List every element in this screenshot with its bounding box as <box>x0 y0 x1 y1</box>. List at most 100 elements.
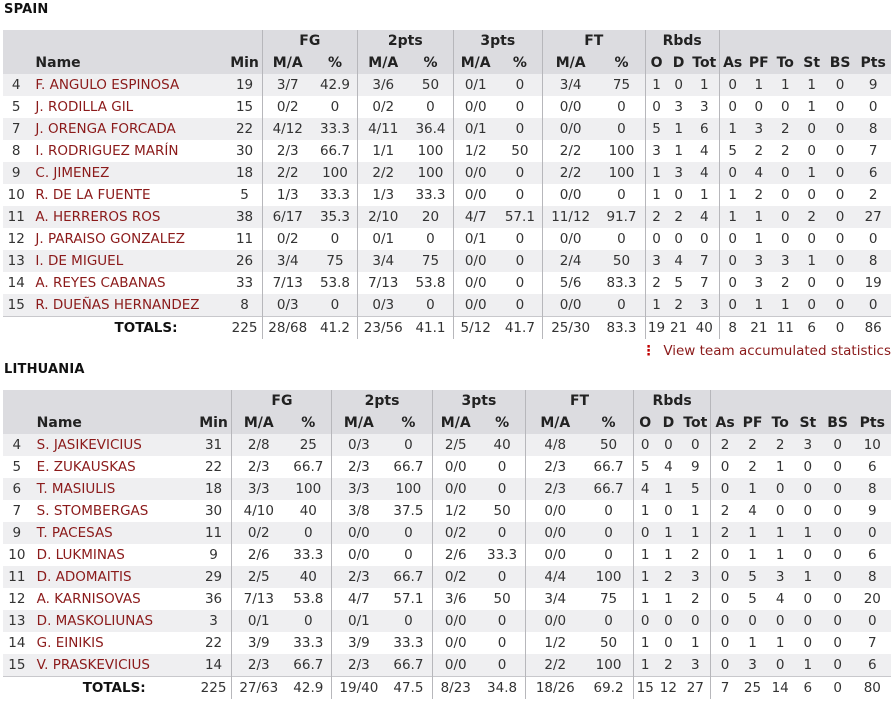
header-col-bs[interactable]: BS <box>821 412 854 434</box>
header-col--[interactable]: % <box>497 52 543 74</box>
player-name-link[interactable]: V. PRASKEVICIUS <box>30 654 196 677</box>
header-col-st[interactable]: St <box>794 412 822 434</box>
player-name-link[interactable]: F. ANGULO ESPINOSA <box>29 74 228 96</box>
header-col-m-a[interactable]: M/A <box>431 412 479 434</box>
player-name-link[interactable]: S. STOMBERGAS <box>30 500 196 522</box>
header-col-m-a[interactable]: M/A <box>357 52 409 74</box>
player-name-link[interactable]: A. KARNISOVAS <box>30 588 196 610</box>
stat-cell: 0 <box>824 228 856 250</box>
stat-cell: 0 <box>824 272 856 294</box>
header-col-pts[interactable]: Pts <box>853 412 891 434</box>
player-name-link[interactable]: J. PARAISO GONZALEZ <box>29 228 228 250</box>
player-name-link[interactable]: S. JASIKEVICIUS <box>30 434 196 456</box>
player-row: 7 S. STOMBERGAS 30 4/10 40 3/8 37.5 1/2 50 0/0 0 1 0… <box>3 500 891 522</box>
stat-cell: 0 <box>584 522 634 544</box>
header-col-to[interactable]: To <box>772 52 799 74</box>
stat-cell: 0/0 <box>431 478 479 500</box>
stat-cell: 42.9 <box>312 74 358 96</box>
header-col-min[interactable]: Min <box>227 52 263 74</box>
header-col-pf[interactable]: PF <box>738 412 767 434</box>
player-name-link[interactable]: J. RODILLA GIL <box>29 96 228 118</box>
player-row: 15 V. PRASKEVICIUS 14 2/3 66.7 2/3 66.7 0/0 0 2/2… <box>3 654 891 677</box>
player-name-link[interactable]: T. MASIULIS <box>30 478 196 500</box>
stat-cell: 8 <box>227 294 263 317</box>
stat-cell: 0 <box>821 610 854 632</box>
header-col--[interactable]: % <box>584 412 634 434</box>
stat-cell: 2 <box>745 184 773 206</box>
totals-cell: 27 <box>680 676 711 699</box>
stat-cell: 0 <box>718 228 746 250</box>
player-name-link[interactable]: I. DE MIGUEL <box>29 250 228 272</box>
header-col-name[interactable]: Name <box>30 412 196 434</box>
header-col-m-a[interactable]: M/A <box>452 52 498 74</box>
stat-cell: 0/0 <box>541 184 599 206</box>
header-col-m-a[interactable]: M/A <box>261 52 313 74</box>
player-number: 9 <box>3 162 30 184</box>
header-col-m-a[interactable]: M/A <box>525 412 585 434</box>
stat-cell: 2 <box>710 500 739 522</box>
player-name-link[interactable]: D. LUKMINAS <box>30 544 196 566</box>
player-name-link[interactable]: C. JIMENEZ <box>29 162 228 184</box>
header-col--[interactable]: % <box>478 412 526 434</box>
totals-cell: 6 <box>794 676 822 699</box>
header-col--[interactable]: % <box>312 52 358 74</box>
header-col-as[interactable]: As <box>718 52 746 74</box>
stat-cell: 0/2 <box>357 96 409 118</box>
header-col-d[interactable]: D <box>667 52 690 74</box>
player-name-link[interactable]: I. RODRIGUEZ MARÍN <box>29 140 228 162</box>
stat-cell: 2 <box>738 434 767 456</box>
player-name-link[interactable]: G. EINIKIS <box>30 632 196 654</box>
player-name-link[interactable]: J. ORENGA FORCADA <box>29 118 228 140</box>
player-name-link[interactable]: A. HERREROS ROS <box>29 206 228 228</box>
stat-cell: 1 <box>644 74 668 96</box>
player-name-link[interactable]: R. DUEÑAS HERNANDEZ <box>29 294 228 317</box>
header-col--[interactable]: % <box>285 412 332 434</box>
header-col-to[interactable]: To <box>766 412 794 434</box>
player-name-link[interactable]: R. DE LA FUENTE <box>29 184 228 206</box>
stat-cell: 11 <box>195 522 232 544</box>
stat-cell: 1 <box>738 478 767 500</box>
header-col-bs[interactable]: BS <box>824 52 856 74</box>
stat-cell: 0 <box>821 588 854 610</box>
player-name-link[interactable]: E. ZUKAUSKAS <box>30 456 196 478</box>
stat-cell: 7 <box>689 250 720 272</box>
stat-cell: 2 <box>738 456 767 478</box>
header-col--[interactable]: % <box>408 52 454 74</box>
stat-cell: 1 <box>667 140 690 162</box>
stat-cell: 0/2 <box>261 228 313 250</box>
player-name-link[interactable]: D. ADOMAITIS <box>30 566 196 588</box>
stat-cell: 6 <box>853 456 891 478</box>
header-col-m-a[interactable]: M/A <box>331 412 386 434</box>
stat-cell: 0 <box>632 522 657 544</box>
view-accumulated-stats-link[interactable]: ⋮ View team accumulated statistics <box>642 343 891 359</box>
stat-cell: 2 <box>710 522 739 544</box>
header-col--[interactable]: % <box>598 52 646 74</box>
player-name-link[interactable]: A. REYES CABANAS <box>29 272 228 294</box>
stat-cell: 0 <box>385 544 433 566</box>
stat-cell: 0 <box>478 478 526 500</box>
header-col-tot[interactable]: Tot <box>689 52 720 74</box>
player-name-link[interactable]: T. PACESAS <box>30 522 196 544</box>
header-col--[interactable]: % <box>385 412 433 434</box>
header-col-o[interactable]: O <box>632 412 657 434</box>
stat-cell: 3/9 <box>331 632 386 654</box>
header-col-pts[interactable]: Pts <box>855 52 891 74</box>
stat-cell: 7/13 <box>261 272 313 294</box>
stat-cell: 30 <box>227 140 263 162</box>
stat-cell: 33.3 <box>408 184 454 206</box>
header-col-pf[interactable]: PF <box>745 52 773 74</box>
header-col-name[interactable]: Name <box>29 52 228 74</box>
stat-cell: 0 <box>656 632 681 654</box>
header-col-st[interactable]: St <box>798 52 825 74</box>
header-col-o[interactable]: O <box>644 52 668 74</box>
header-col-as[interactable]: As <box>710 412 739 434</box>
spain-box-score-table: FG 2pts 3pts FT Rbds Name Min M/A% M/A% M/A% M/A% O… <box>3 30 891 339</box>
header-col-tot[interactable]: Tot <box>680 412 711 434</box>
player-number: 11 <box>3 566 31 588</box>
player-name-link[interactable]: D. MASKOLIUNAS <box>30 610 196 632</box>
header-col-m-a[interactable]: M/A <box>231 412 286 434</box>
header-col-m-a[interactable]: M/A <box>541 52 599 74</box>
header-col-d[interactable]: D <box>656 412 681 434</box>
stat-cell: 0 <box>710 654 739 677</box>
header-col-min[interactable]: Min <box>195 412 232 434</box>
